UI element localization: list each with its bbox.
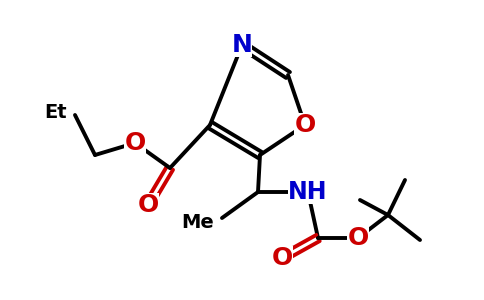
Text: N: N [231,33,253,57]
Text: Me: Me [181,212,214,232]
Text: O: O [272,246,293,270]
Text: NH: NH [288,180,328,204]
Text: O: O [294,113,316,137]
Text: Et: Et [45,103,67,122]
Text: O: O [124,131,146,155]
Text: O: O [348,226,369,250]
Text: O: O [137,193,159,217]
